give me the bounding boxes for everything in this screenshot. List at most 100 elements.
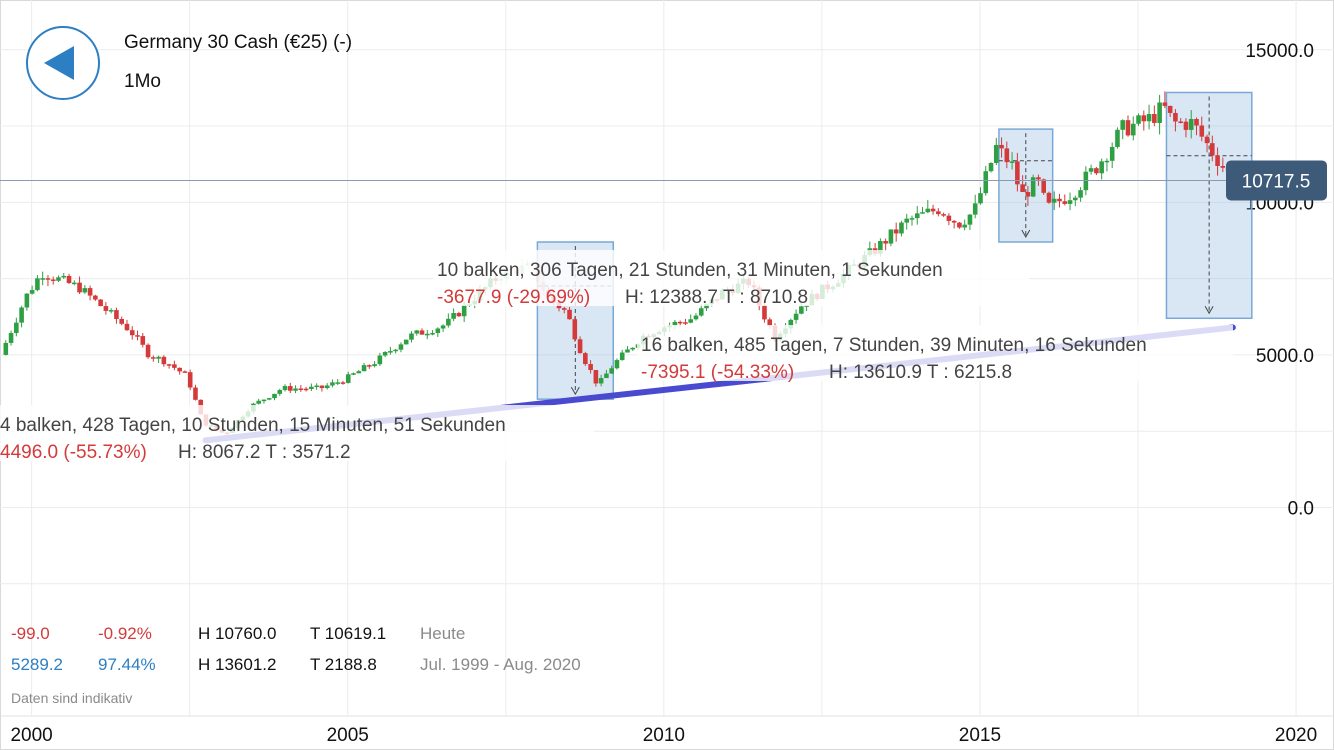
- candle-body: [287, 386, 293, 391]
- candle-body: [1220, 165, 1226, 168]
- chart-grid: [0, 0, 1334, 717]
- candle-body: [1141, 115, 1147, 122]
- candle-body: [567, 309, 572, 320]
- candle-body: [1173, 112, 1178, 122]
- candle-body: [593, 370, 599, 384]
- candle-body: [129, 330, 135, 336]
- candle-body: [440, 325, 446, 329]
- x-tick-label: 2015: [959, 725, 1001, 746]
- candle-body: [56, 277, 61, 281]
- candle-body: [293, 388, 298, 391]
- annotation-change: -3677.9 (-29.69%): [437, 287, 590, 308]
- candle-body: [972, 203, 978, 215]
- stat-range: Jul. 1999 - Aug. 2020: [420, 655, 581, 674]
- candle-body: [1051, 198, 1057, 203]
- measure-arrow-icon: [1021, 229, 1031, 239]
- candle-body: [114, 310, 119, 319]
- candle-body: [461, 304, 467, 317]
- candle-body: [261, 399, 267, 402]
- candle-body: [1146, 114, 1152, 122]
- candle-body: [298, 388, 304, 390]
- candle-body: [1099, 161, 1104, 174]
- candle-body: [577, 339, 583, 354]
- candle-body: [77, 282, 82, 293]
- disclaimer-text: Daten sind indikativ: [11, 690, 133, 706]
- candle-body: [1136, 115, 1141, 124]
- candle-body: [1025, 192, 1031, 197]
- candle-body: [993, 144, 999, 163]
- candle-body: [166, 364, 172, 366]
- candle-body: [878, 240, 883, 254]
- candle-body: [340, 382, 346, 384]
- candle-body: [324, 385, 330, 389]
- candle-body: [799, 306, 804, 314]
- candle-body: [957, 222, 962, 228]
- x-axis-labels: 2000 2005 2010 2015 2020: [10, 725, 1317, 746]
- candle-body: [1078, 190, 1083, 198]
- candle-body: [177, 367, 182, 372]
- x-tick-label: 2000: [10, 725, 52, 746]
- candle-body: [1183, 121, 1189, 130]
- candle-body: [66, 275, 72, 284]
- candle-body: [446, 318, 451, 326]
- candle-body: [688, 319, 694, 323]
- candle-body: [24, 293, 30, 308]
- annotation-background: [0, 405, 594, 461]
- candle-body: [256, 400, 261, 404]
- candle-body: [314, 385, 319, 388]
- candle-body: [430, 333, 435, 335]
- candle-body: [277, 390, 283, 394]
- candle-body: [1004, 148, 1010, 163]
- candle-body: [372, 364, 377, 367]
- candle-body: [1125, 120, 1131, 136]
- candle-body: [87, 288, 93, 296]
- y-tick-label: 15000.0: [1245, 41, 1314, 62]
- candle-body: [451, 313, 456, 319]
- candle-body: [1178, 121, 1183, 123]
- candle-body: [561, 308, 567, 310]
- timeframe-label[interactable]: 1Mo: [124, 71, 161, 92]
- stat-low: T 2188.8: [310, 655, 377, 674]
- candle-body: [393, 349, 398, 352]
- candle-body: [888, 229, 894, 244]
- candle-body: [672, 321, 678, 326]
- candle-body: [693, 315, 699, 320]
- candle-body: [1157, 102, 1162, 123]
- candle-body: [50, 279, 56, 281]
- candle-body: [193, 387, 198, 400]
- candle-body: [583, 353, 588, 365]
- candle-body: [156, 356, 161, 359]
- candle-body: [335, 382, 341, 384]
- candle-body: [8, 333, 14, 343]
- candle-body: [914, 213, 920, 219]
- stat-percent: -0.92%: [98, 624, 152, 643]
- candle-body: [14, 322, 19, 334]
- candle-body: [630, 347, 636, 350]
- candle-body: [82, 288, 88, 293]
- candle-body: [598, 378, 604, 384]
- candle-body: [946, 215, 952, 221]
- annotation-background: [637, 325, 1233, 381]
- candle-body: [698, 308, 704, 316]
- candle-body: [135, 335, 140, 337]
- candle-body: [909, 218, 915, 220]
- back-button[interactable]: [26, 26, 100, 100]
- candle-body: [967, 214, 973, 225]
- candle-body: [124, 323, 130, 331]
- x-tick-label: 2005: [327, 725, 369, 746]
- candle-body: [3, 342, 9, 355]
- candle-body: [925, 208, 931, 213]
- candle-body: [151, 357, 156, 359]
- candle-body: [172, 364, 177, 368]
- candle-body: [330, 382, 335, 386]
- candle-body: [272, 393, 277, 399]
- candle-body: [899, 222, 904, 234]
- annotation-duration: 4 balken, 428 Tagen, 10 Stunden, 15 Minu…: [0, 415, 506, 436]
- candle-body: [930, 208, 936, 212]
- candle-body: [1188, 118, 1194, 130]
- candle-body: [319, 385, 325, 389]
- candle-body: [93, 295, 98, 300]
- candle-body: [983, 171, 989, 194]
- candle-body: [108, 310, 114, 312]
